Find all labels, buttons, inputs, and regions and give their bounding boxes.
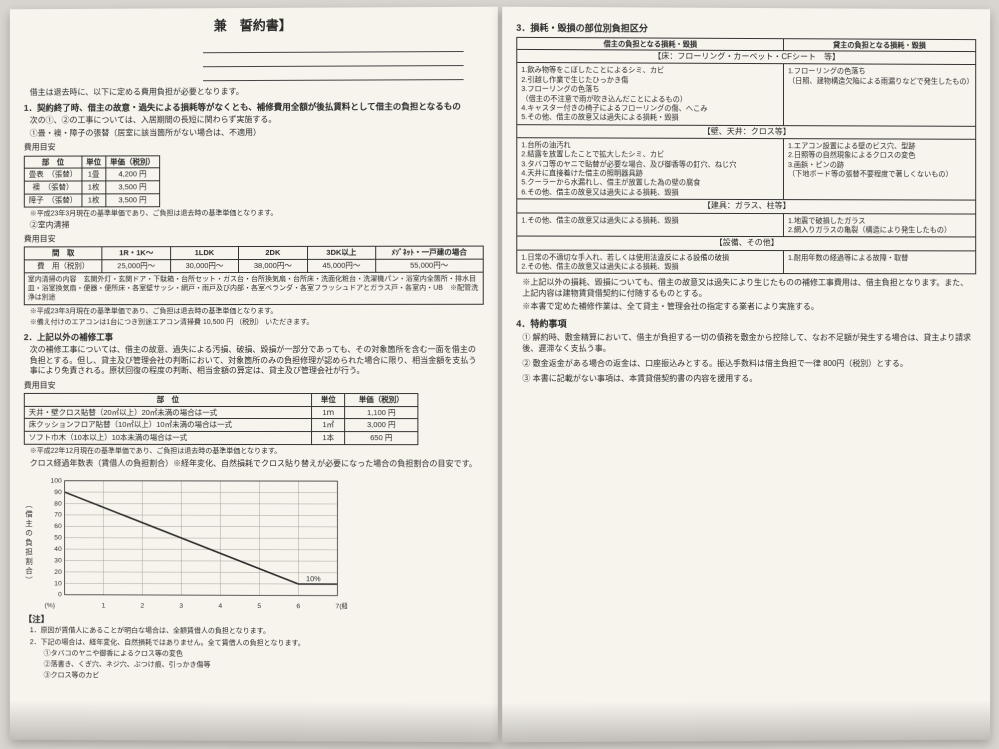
table2-caption: 費用目安: [24, 234, 483, 245]
note-item: ②落書き、くぎ穴、ネジ穴、ぶつけ痕、引っかき傷等: [30, 660, 483, 671]
table2-footnote1: ※平成23年3月現在の基準単価であり、ご負担は退去時の基準単価となります。: [30, 307, 483, 317]
tategu-landlord: 1.地震で破損したガラス2.網入りガラスの亀裂（構造により発生したもの）: [783, 213, 975, 237]
svg-text:2: 2: [140, 603, 144, 610]
setsubi-landlord: 1.耐用年数の経過等による故障・取替: [783, 250, 975, 274]
cost-table-3: 部 位 単位 単価（税別） 天井・壁クロス貼替（20㎡以上）20㎡未満の場合は一…: [24, 393, 419, 445]
svg-text:6: 6: [296, 603, 300, 610]
col-landlord: 貸主の負担となる損耗・毀損: [783, 38, 975, 51]
intro-text: 借主は退去時に、以下に定める費用負担が必要となります。: [30, 86, 483, 98]
svg-text:100: 100: [50, 478, 61, 485]
left-page: 兼 誓約書】 借主は退去時に、以下に定める費用負担が必要となります。 1．契約終…: [10, 7, 497, 743]
table1-caption: 費用目安: [24, 141, 483, 153]
cost-table-2: 間 取 1R・1K～ 1LDK 2DK 3DK以上 ﾒｿﾞﾈｯﾄ・一戸建の場合 …: [24, 246, 483, 305]
svg-text:1: 1: [101, 603, 105, 610]
note-item: 1．原因が賃借人にあることが明白な場合は、全額賃借人の負担となります。: [30, 627, 483, 638]
wall-tenant: 1.台所の油汚れ2.結露を放置したことで拡大したシミ、カビ3.タバコ等のヤニで貼…: [516, 138, 783, 200]
cat-setsubi: 【設備、その他】: [516, 236, 974, 250]
table3-footnote: ※平成22年12月現在の基準単価であり、ご負担は退去時の基準単価となります。: [30, 447, 483, 457]
document-title: 兼 誓約書】: [24, 17, 483, 36]
svg-text:90: 90: [54, 489, 62, 496]
svg-text:70: 70: [54, 512, 62, 519]
signature-lines: [203, 40, 483, 81]
tategu-tenant: 1.その他、借主の故意又は過失による損耗、毀損: [516, 212, 783, 236]
right-page: 3．損耗・毀損の部位別負担区分 借主の負担となる損耗・毀損 貸主の負担となる損耗…: [502, 7, 989, 743]
s4-item-2: ② 敷金返金がある場合の返金は、口座振込みとする。振込手数料は借主負担で一律 8…: [522, 359, 975, 369]
s1-note1: 次の①、②の工事については、入居期間の長短に関わらず実施する。: [30, 114, 483, 126]
after-note-2: ※本書で定めた補修作業は、全て貸主・管理会社の指定する業者により実施する。: [522, 302, 975, 313]
notes-heading: 【注】: [24, 615, 483, 628]
svg-text:30: 30: [54, 558, 62, 565]
wall-landlord: 1.エアコン設置による壁のビス穴、型跡2.日照等の自然現象によるクロスの変色3.…: [783, 139, 975, 201]
svg-text:80: 80: [54, 501, 62, 508]
table-header: 部 位: [24, 156, 81, 169]
note-item: ①タバコのヤニや御香によるクロス等の変色: [30, 649, 483, 660]
section-4-heading: 4．特約事項: [516, 318, 975, 330]
cat-tategu: 【建具：ガラス、柱等】: [516, 199, 974, 214]
table2-footnote2: ※備え付けのエアコンは1台につき別途エアコン清掃費 10,500 円 （税別） …: [30, 318, 483, 327]
s4-item-3: ③ 本書に記載がない事項は、本賃貸借契約書の内容を援用する。: [522, 374, 975, 384]
section-2-heading: 2．上記以外の補修工事: [24, 332, 483, 343]
table-header: 単価（税別）: [106, 155, 160, 168]
note-item: ③クロス等のカビ: [30, 671, 483, 682]
responsibility-table: 借主の負担となる損耗・毀損 貸主の負担となる損耗・毀損 【床：フローリング・カー…: [516, 37, 975, 275]
svg-text:10: 10: [54, 581, 62, 588]
table1-footnote: ※平成23年3月現在の基準単価であり、ご負担は退去時の基準単価となります。: [30, 208, 483, 218]
floor-landlord: 1.フローリングの色落ち（日照、建物構造欠陥による雨漏りなどで発生したもの）: [783, 64, 975, 126]
table-header: 単位: [82, 155, 106, 168]
floor-tenant: 1.飲み物等をこぼしたことによるシミ、カビ2.引越し作業で生じたひっかき傷3.フ…: [516, 63, 783, 125]
section-3-heading: 3．損耗・毀損の部位別負担区分: [516, 23, 975, 37]
svg-text:0: 0: [58, 592, 62, 599]
svg-text:50: 50: [54, 535, 62, 542]
svg-text:5: 5: [257, 603, 261, 610]
svg-text:60: 60: [54, 524, 62, 531]
s1-note2: ①畳・襖・障子の張替（居室に該当箇所がない場合は、不適用）: [30, 127, 483, 139]
s4-item-1: ① 解約時、敷金精算において、借主が負担する一切の債務を敷金から控除して、なお不…: [522, 333, 975, 354]
chart-caption: クロス経過年数表（賃借人の負担割合）※経年変化、自然損耗でクロス貼り替えが必要に…: [30, 459, 483, 470]
svg-text:40: 40: [54, 546, 62, 553]
svg-text:3: 3: [179, 603, 183, 610]
s1-note3: ②室内清掃: [30, 219, 483, 230]
table3-caption: 費用目安: [24, 381, 483, 391]
svg-text:10%: 10%: [306, 575, 321, 584]
chart-y-label: （借主の負担割合）: [24, 473, 38, 613]
s2-body: 次の補修工事については、借主の故意、過失による汚損、破損、毀損が一部分であっても…: [30, 345, 483, 376]
depreciation-chart: （借主の負担割合） 1009080706050403020100(%)12345…: [24, 473, 483, 614]
note-item: 2．下記の場合は、経年変化、自然損耗ではありません。全て賃借人の負担となります。: [30, 638, 483, 649]
section-1-heading: 1．契約終了時、借主の故意・過失による損耗等がなくとも、補修費用全額が後払賃料と…: [24, 101, 483, 114]
after-note-1: ※上記以外の損耗、毀損についても、借主の故意又は過失により生じたものの補修工事費…: [522, 278, 975, 299]
svg-text:(%): (%): [44, 603, 54, 610]
svg-text:(経年): (経年): [339, 602, 347, 611]
svg-text:20: 20: [54, 569, 62, 576]
setsubi-tenant: 1.日常の不適切な手入れ、若しくは使用法違反による設備の破損2.その他、借主の故…: [516, 250, 783, 274]
svg-text:4: 4: [218, 603, 222, 610]
cost-table-1: 部 位 単位 単価（税別） 畳表 （張替）1畳4,200 円 襖 （張替）1枚3…: [24, 155, 160, 207]
